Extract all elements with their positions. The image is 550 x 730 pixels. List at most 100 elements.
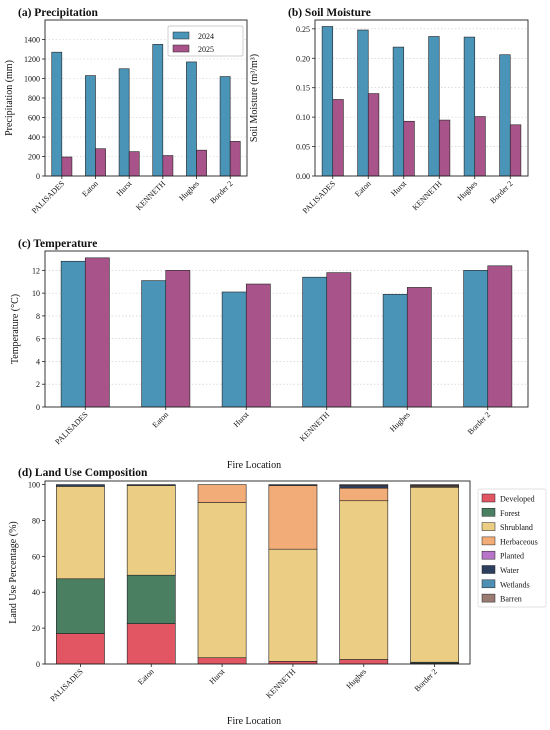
bar-2025-Hurst bbox=[128, 151, 140, 177]
legend-label: Planted bbox=[500, 552, 524, 561]
y-tick-label: 0 bbox=[36, 403, 40, 412]
legend-swatch bbox=[481, 508, 496, 517]
bar-Shrubland-Border-2 bbox=[410, 486, 459, 663]
legend-swatch bbox=[481, 550, 496, 560]
legend-label: 2025 bbox=[198, 45, 214, 54]
legend-swatch bbox=[481, 493, 496, 503]
y-tick-label: 4 bbox=[36, 357, 40, 366]
x-tick-label: Border 2 bbox=[488, 179, 514, 205]
bar-Shrubland-PALISADES bbox=[56, 486, 105, 580]
y-tick-label: 0.00 bbox=[296, 172, 310, 181]
bar-2024-Hurst bbox=[118, 68, 130, 177]
bar-Forest-PALISADES bbox=[56, 578, 105, 634]
y-tick-label: 40 bbox=[32, 588, 40, 597]
bar-Water-PALISADES bbox=[56, 484, 105, 487]
legend-label: Wetlands bbox=[500, 580, 530, 589]
legend-swatch bbox=[172, 31, 190, 40]
bar-Herbaceous-Hurst bbox=[197, 484, 247, 503]
bar-Barren-Hughes bbox=[339, 484, 389, 486]
bar-Herbaceous-Hughes bbox=[339, 487, 389, 502]
bar-2025-KENNETH bbox=[438, 119, 451, 177]
bar-Forest-Eaton bbox=[126, 574, 176, 624]
x-tick-label: Hughes bbox=[388, 410, 412, 434]
x-tick-label: Hurst bbox=[232, 410, 251, 429]
x-tick-label: KENNETH bbox=[298, 410, 331, 443]
bar-2025-PALISADES bbox=[332, 99, 344, 177]
x-tick-label: KENNETH bbox=[134, 179, 167, 212]
y-axis-label: Land Use Percentage (%) bbox=[8, 521, 19, 623]
x-tick-label: PALISADES bbox=[53, 410, 89, 446]
bar-Herbaceous-KENNETH bbox=[268, 485, 318, 550]
y-tick-label: 0.25 bbox=[296, 25, 310, 34]
x-tick-label: Hurst bbox=[115, 179, 134, 198]
x-tick-label: Hughes bbox=[177, 179, 201, 203]
plot-frame bbox=[314, 19, 529, 177]
bar-Water-Eaton bbox=[126, 484, 176, 486]
bar-2025-KENNETH bbox=[326, 272, 352, 408]
legend-swatch bbox=[481, 579, 496, 589]
x-axis-label: Fire Location bbox=[227, 460, 281, 471]
bar-2024-KENNETH bbox=[152, 44, 164, 177]
bar-Developed-PALISADES bbox=[56, 633, 105, 665]
legend-swatch bbox=[481, 593, 496, 603]
y-tick-label: 0.05 bbox=[296, 143, 310, 152]
legend-label: Shrubland bbox=[500, 523, 533, 532]
bar-2025-PALISADES bbox=[61, 156, 73, 177]
bar-2024-PALISADES bbox=[321, 26, 334, 177]
y-tick-label: 0.10 bbox=[296, 113, 310, 122]
x-tick-label: Eaton bbox=[151, 410, 171, 430]
y-tick-label: 800 bbox=[28, 94, 40, 103]
bar-2024-Hurst bbox=[221, 291, 247, 408]
bar-2025-PALISADES bbox=[84, 257, 110, 408]
legend-label: Herbaceous bbox=[500, 537, 538, 546]
x-tick-label: Eaton bbox=[80, 179, 100, 199]
bar-2025-Border-2 bbox=[509, 124, 522, 177]
bar-2025-Eaton bbox=[95, 148, 106, 177]
y-tick-label: 200 bbox=[28, 153, 40, 162]
plot-frame bbox=[44, 250, 529, 408]
bar-2024-PALISADES bbox=[60, 260, 86, 408]
x-tick-label: PALISADES bbox=[30, 179, 66, 215]
bar-2025-Hughes bbox=[196, 149, 207, 177]
bar-2025-Border-2 bbox=[229, 141, 241, 177]
bar-2024-Border-2 bbox=[219, 76, 231, 177]
y-tick-label: 400 bbox=[28, 133, 40, 142]
x-tick-label: Hughes bbox=[345, 667, 369, 691]
x-tick-label: Hughes bbox=[456, 179, 480, 203]
bar-Shrubland-Eaton bbox=[126, 485, 176, 576]
panel-title: (a) Precipitation bbox=[18, 7, 99, 19]
bar-Developed-Eaton bbox=[126, 623, 176, 665]
bar-2025-KENNETH bbox=[162, 155, 174, 177]
bar-2024-Eaton bbox=[85, 75, 96, 177]
y-tick-label: 0 bbox=[36, 172, 40, 181]
bar-2025-Eaton bbox=[367, 93, 380, 177]
bar-2024-PALISADES bbox=[51, 51, 63, 177]
bar-Barren-Border-2 bbox=[410, 484, 459, 486]
bar-Water-Hughes bbox=[339, 485, 389, 489]
y-tick-label: 20 bbox=[32, 624, 40, 633]
bar-2024-Border-2 bbox=[499, 54, 511, 177]
y-tick-label: 60 bbox=[32, 552, 40, 561]
legend-swatch bbox=[481, 536, 496, 546]
bar-2024-Hughes bbox=[382, 293, 408, 408]
x-tick-label: PALISADES bbox=[48, 667, 84, 703]
legend-label: Forest bbox=[500, 509, 521, 518]
bar-2025-Hughes bbox=[474, 116, 486, 177]
panel-title: (b) Soil Moisture bbox=[288, 7, 371, 19]
y-axis-label: Temperature (°C) bbox=[10, 294, 21, 364]
panel-soil-moisture: (b) Soil Moisture 0.00 0.05 0.10 0.15 0.20 0.… bbox=[249, 7, 529, 215]
bar-2024-KENNETH bbox=[428, 36, 440, 177]
y-tick-label: 8 bbox=[36, 312, 40, 321]
bar-2024-Hughes bbox=[186, 61, 197, 177]
bar-2025-Hurst bbox=[245, 283, 271, 408]
panel-land-use: (d) Land Use Composition Fire Location 0… bbox=[8, 467, 547, 727]
y-tick-label: 12 bbox=[32, 266, 40, 275]
y-tick-label: 100 bbox=[28, 481, 40, 490]
y-tick-label: 6 bbox=[36, 335, 40, 344]
bar-2025-Border-2 bbox=[487, 265, 513, 408]
x-tick-label: Border 2 bbox=[466, 410, 492, 436]
y-tick-label: 1400 bbox=[24, 36, 40, 45]
bar-2025-Eaton bbox=[165, 270, 191, 408]
y-tick-label: 600 bbox=[28, 114, 40, 123]
